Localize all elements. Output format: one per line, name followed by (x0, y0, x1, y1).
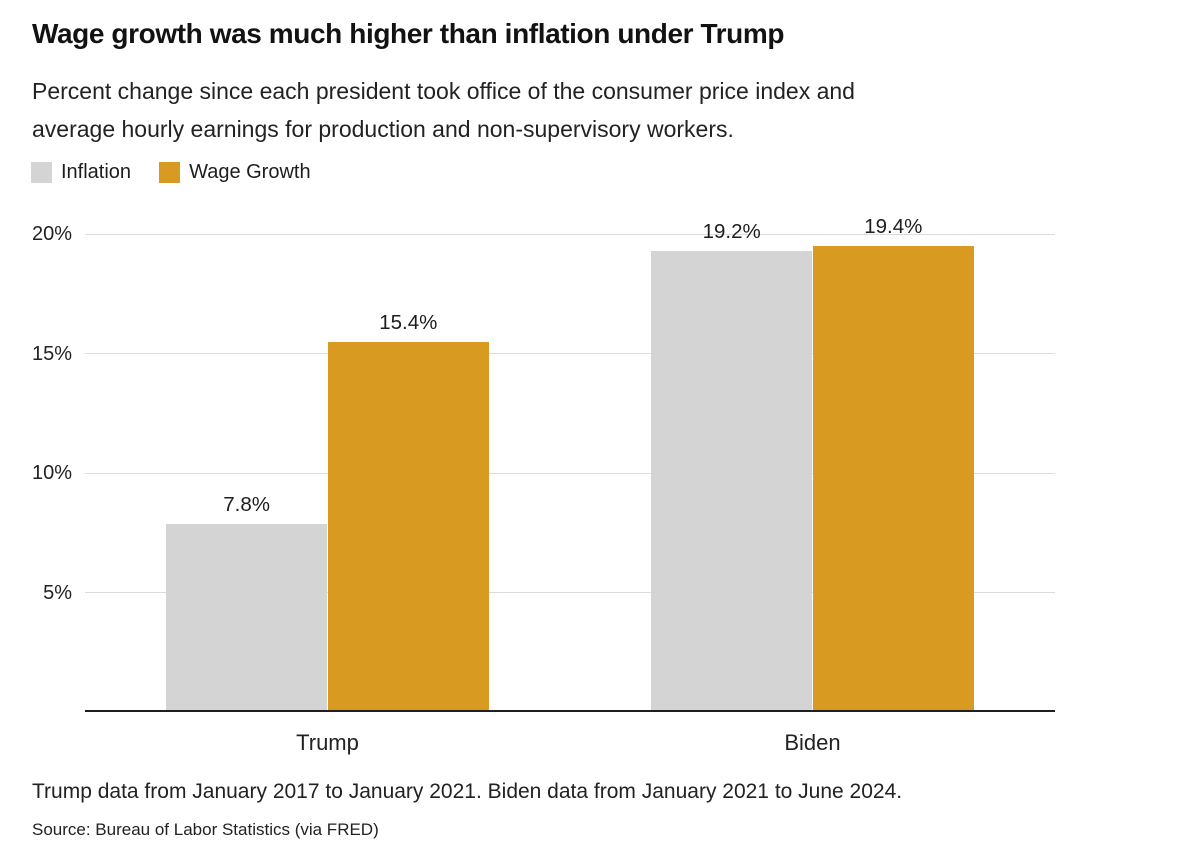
y-axis-tick-label-15: 15% (31, 342, 72, 365)
gridline-10 (85, 472, 1055, 474)
bar-value-label-wage-growth-trump: 15.4% (379, 310, 438, 334)
bar-wage-growth-biden (812, 246, 975, 710)
gridline-5 (85, 592, 1055, 593)
bar-wage-growth-trump (327, 341, 490, 710)
plot-area: 5% 10% 15% 20% 7.8% 15.4% Trump 19.2% 19.4% Biden (32, 215, 1055, 755)
chart-source: Source: Bureau of Labor Statistics (via … (32, 820, 379, 839)
y-axis-tick-label-10: 10% (31, 462, 72, 484)
bar-inflation-biden (650, 251, 813, 710)
legend-label-wage-growth: Wage Growth (189, 161, 311, 183)
bar-value-label-inflation-trump: 7.8% (223, 492, 271, 516)
bar-inflation-trump (165, 523, 328, 710)
chart-subtitle-line-1: Percent change since each president took… (32, 78, 855, 104)
legend-item-wage-growth: Wage Growth (159, 161, 311, 184)
chart-subtitle-line-2: average hourly earnings for production a… (32, 116, 734, 142)
legend-item-inflation: Inflation (31, 161, 131, 184)
chart-title: Wage growth was much higher than inflati… (32, 18, 785, 49)
legend-swatch-inflation (31, 162, 52, 183)
y-axis-tick-label-20: 20% (31, 223, 72, 245)
legend: Inflation Wage Growth (31, 161, 311, 184)
bar-value-label-inflation-biden: 19.2% (702, 220, 761, 244)
x-axis-label-trump: Trump (296, 730, 359, 755)
legend-label-inflation: Inflation (61, 161, 132, 183)
gridline-20 (85, 233, 1055, 235)
bar-value-label-wage-growth-biden: 19.4% (864, 215, 923, 239)
y-axis-tick-label-5: 5% (43, 581, 72, 604)
gridline-15 (85, 353, 1055, 354)
chart-subtitle: Percent change since each president took… (32, 72, 855, 148)
chart-note: Trump data from January 2017 to January … (32, 780, 903, 803)
x-axis-label-biden: Biden (784, 730, 841, 755)
legend-swatch-wage-growth (159, 162, 181, 183)
